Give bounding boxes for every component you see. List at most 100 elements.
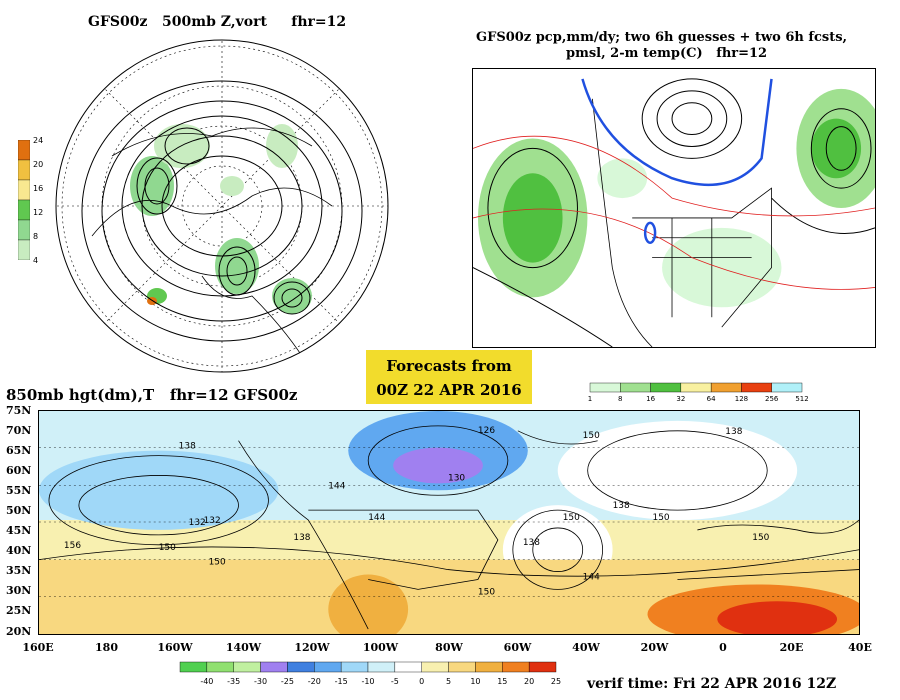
temperature-colorbar-label: -10 [361, 677, 374, 686]
height-contour-label: 156 [64, 541, 81, 551]
y-axis-label: 30N [6, 584, 32, 598]
precip-colorbar-label: 1 [588, 395, 592, 403]
temperature-colorbar-swatch [394, 661, 422, 673]
precip-colorbar-swatch [771, 382, 803, 393]
temperature-colorbar-swatch [421, 661, 449, 673]
vorticity-colorbar-swatch [18, 140, 30, 161]
temperature-colorbar-label: -5 [391, 677, 399, 686]
na-panel-title-line1: GFS00z pcp,mm/dy; two 6h guesses + two 6… [476, 30, 848, 45]
forecast-line1: Forecasts from [386, 357, 512, 375]
vorticity-colorbar-swatch [18, 219, 30, 241]
temperature-colorbar-label: 25 [551, 677, 561, 686]
na-panel-title-line2: pmsl, 2-m temp(C) fhr=12 [566, 46, 768, 61]
x-axis-label: 60W [503, 641, 532, 654]
height-contour-label: 138 [293, 533, 310, 543]
y-axis-label: 70N [6, 424, 32, 438]
temperature-colorbar: -40 -35 -30 -25 -20 -15 -10 -5 0 5 10 15 20 25 [179, 661, 561, 686]
temperature-colorbar-swatch [502, 661, 530, 673]
x-axis-label: 160E [22, 641, 54, 654]
height-contour-label: 150 [159, 543, 176, 553]
height-contour-label: 126 [478, 426, 495, 436]
temperature-colorbar-swatch [475, 661, 503, 673]
freezing-line [581, 78, 773, 244]
polar-panel-title: GFS00z 500mb Z,vort fhr=12 [88, 14, 347, 30]
height-contour-label: 150 [209, 558, 226, 568]
y-axis-label: 40N [6, 544, 32, 558]
x-axis-label: 100W [362, 641, 399, 654]
temperature-colorbar-label: 0 [419, 677, 424, 686]
precip-colorbar-swatch [741, 382, 772, 393]
vorticity-colorbar-swatch [18, 159, 30, 181]
precip-colorbar-label: 512 [795, 395, 808, 403]
hemispheric-850mb-map: 138 126 150 138 144 132 150 138 144 150 138 150 132 1… [38, 410, 860, 635]
precip-colorbar-swatch [589, 382, 621, 393]
height-contour-label: 150 [478, 587, 495, 597]
height-contour-label: 132 [204, 516, 221, 526]
height-contour-label: 150 [563, 513, 580, 523]
big-height-labels: 138 126 150 138 144 132 150 138 144 150 138 150 132 1… [64, 426, 770, 598]
x-axis-label: 0 [719, 641, 727, 654]
temperature-colorbar-label: -15 [335, 677, 348, 686]
x-axis-label: 160W [157, 641, 193, 654]
vorticity-colorbar-label: 12 [33, 208, 44, 217]
x-axis-label: 20E [779, 641, 804, 654]
x-axis-label: 20W [640, 641, 669, 654]
temperature-colorbar-label: -25 [281, 677, 294, 686]
vorticity-colorbar [18, 140, 30, 260]
temperature-colorbar-label: -40 [200, 677, 213, 686]
precip-colorbar-label: 128 [735, 395, 748, 403]
height-contour-label: 132 [189, 518, 206, 528]
temperature-colorbar-label: 15 [497, 677, 507, 686]
precip-shading [477, 88, 875, 308]
big-panel-title: 850mb hgt(dm),T fhr=12 GFS00z [6, 386, 298, 404]
vorticity-colorbar-label: 20 [33, 160, 44, 169]
temperature-colorbar-swatch [314, 661, 342, 673]
precip-colorbar-swatch [710, 382, 742, 393]
height-contour-label: 138 [725, 427, 742, 437]
y-axis-label: 50N [6, 504, 32, 518]
y-axis-label: 45N [6, 524, 32, 538]
temperature-colorbar-label: -20 [308, 677, 321, 686]
forecast-box: Forecasts from 00Z 22 APR 2016 [366, 350, 532, 404]
temperature-colorbar-swatch [528, 661, 557, 673]
height-contour-label: 144 [328, 481, 345, 491]
temperature-colorbar-swatch [340, 661, 369, 673]
temperature-colorbar-swatch [179, 661, 208, 673]
height-contour-label: 144 [368, 513, 385, 523]
vorticity-colorbar-label: 24 [33, 136, 44, 145]
polar-500mb-map [55, 39, 389, 373]
temperature-colorbar-label: 20 [524, 677, 534, 686]
temperature-colorbar-swatch [367, 661, 396, 673]
height-contours-850 [39, 425, 859, 590]
precip-colorbar-label: 256 [765, 395, 779, 403]
temperature-colorbar-label: -30 [254, 677, 267, 686]
y-axis-label: 25N [6, 604, 32, 618]
precip-colorbar-label: 16 [646, 395, 655, 403]
height-contour-label: 138 [179, 442, 196, 452]
temperature-colorbar-label: 10 [470, 677, 480, 686]
temperature-colorbar-swatch [233, 661, 261, 673]
y-axis-label: 65N [6, 444, 32, 458]
height-contour-label: 150 [583, 431, 600, 441]
vorticity-colorbar-label: 4 [33, 256, 39, 265]
vorticity-colorbar-swatch [18, 179, 30, 201]
precip-colorbar-swatch [650, 382, 682, 393]
y-axis-label: 75N [6, 404, 32, 417]
temperature-shading [39, 411, 859, 634]
x-axis-label: 40W [572, 641, 600, 654]
verification-time: verif time: Fri 22 APR 2016 12Z [587, 676, 837, 692]
height-contour-label: 150 [752, 533, 769, 543]
temperature-colorbar-swatch [287, 661, 315, 673]
temperature-colorbar-swatch [260, 661, 288, 673]
vorticity-colorbar-label: 8 [33, 232, 39, 241]
north-america-pmsl-map [472, 68, 876, 348]
temperature-colorbar-label: 5 [446, 677, 451, 686]
temperature-colorbar-swatch [206, 661, 234, 673]
temperature-colorbar-swatch [448, 661, 476, 673]
height-contours [81, 80, 363, 342]
y-axis-label: 55N [6, 484, 32, 498]
y-axis-label: 60N [6, 464, 32, 478]
height-contour-label: 130 [448, 473, 465, 483]
x-axis-label: 140W [225, 641, 262, 654]
grid-lines [39, 447, 859, 597]
